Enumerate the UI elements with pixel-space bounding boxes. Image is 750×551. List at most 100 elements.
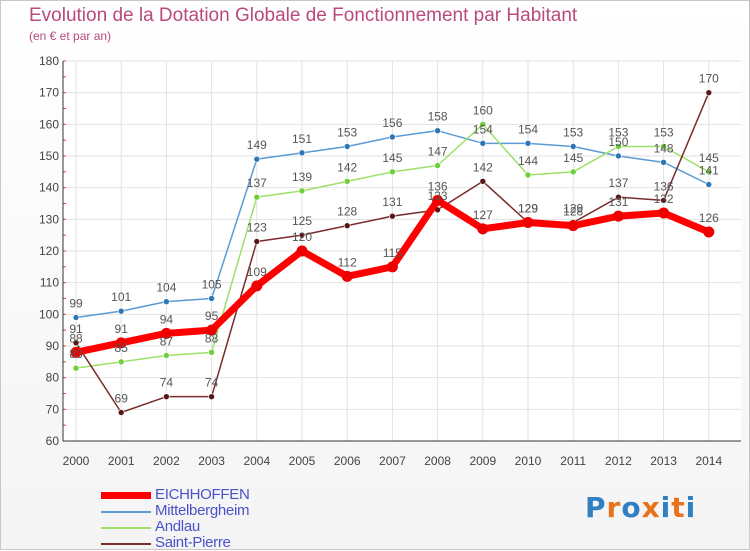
data-point [615, 143, 622, 150]
x-tick-label: 2006 [334, 454, 361, 468]
data-point [208, 295, 215, 302]
data-label: 139 [292, 170, 312, 184]
data-label: 136 [654, 179, 674, 193]
data-point [658, 207, 670, 219]
data-point [612, 210, 624, 222]
logo-letter: t [671, 491, 686, 524]
data-label: 128 [563, 205, 583, 219]
legend-swatch [101, 511, 151, 513]
data-label: 128 [337, 205, 357, 219]
data-point [477, 223, 489, 235]
data-label: 170 [699, 72, 719, 86]
x-tick-label: 2010 [515, 454, 542, 468]
data-label: 88 [69, 331, 83, 345]
data-label: 141 [699, 164, 719, 178]
data-label: 127 [473, 208, 493, 222]
logo-letter: i [685, 491, 697, 524]
data-point [479, 121, 487, 128]
legend-label: Saint-Pierre [155, 534, 231, 551]
data-point [296, 245, 308, 257]
data-label: 112 [338, 255, 357, 269]
y-tick-label: 60 [46, 434, 60, 448]
data-label: 151 [292, 132, 312, 146]
series-lines [70, 89, 715, 416]
data-point [163, 352, 170, 359]
data-point [72, 364, 80, 372]
data-point [72, 314, 80, 321]
y-tick-label: 80 [46, 371, 60, 385]
data-label: 153 [608, 126, 628, 140]
data-label: 154 [473, 122, 493, 136]
logo-letter: P [585, 491, 607, 524]
data-label: 154 [518, 122, 538, 136]
data-label: 133 [428, 189, 448, 203]
data-label: 142 [473, 160, 493, 174]
x-tick-label: 2012 [605, 454, 632, 468]
x-tick-label: 2008 [424, 454, 451, 468]
data-label: 144 [518, 154, 538, 168]
legend-swatch [101, 543, 151, 545]
data-point [524, 171, 532, 179]
data-label: 145 [563, 151, 583, 165]
data-label: 101 [111, 290, 131, 304]
data-point [389, 133, 396, 141]
x-tick-label: 2005 [289, 454, 316, 468]
data-label: 131 [382, 195, 402, 209]
x-tick-label: 2011 [560, 454, 586, 468]
data-label: 104 [156, 281, 176, 295]
data-label: 126 [699, 211, 719, 225]
data-label: 153 [654, 126, 674, 140]
y-tick-label: 110 [40, 276, 59, 290]
data-label: 74 [160, 376, 174, 390]
data-point [253, 238, 261, 245]
data-label: 125 [292, 214, 312, 228]
data-label: 148 [654, 141, 674, 155]
data-point [660, 197, 667, 204]
data-label: 147 [428, 145, 448, 159]
data-point [343, 222, 351, 229]
data-point [615, 152, 622, 160]
data-point [660, 159, 667, 166]
legend-label: EICHHOFFEN [155, 486, 250, 503]
y-tick-label: 160 [39, 117, 59, 131]
x-tick-label: 2014 [695, 454, 722, 468]
data-point [705, 168, 713, 176]
data-label: 123 [247, 221, 267, 235]
data-label: 129 [518, 202, 538, 216]
data-point [70, 346, 82, 358]
axes: 60 70 80 90 100 110 120 130 140 150 160 170 180 2000 2… [39, 54, 741, 468]
data-point [479, 178, 487, 185]
data-point [160, 327, 172, 339]
data-point [569, 168, 577, 176]
proxiti-logo: Proxiti [585, 491, 696, 524]
data-point [389, 212, 396, 220]
y-tick-label: 170 [39, 86, 59, 100]
data-point [298, 231, 306, 239]
data-point [569, 143, 577, 150]
data-point [72, 339, 80, 347]
data-label: 91 [115, 322, 129, 336]
data-point [432, 194, 444, 206]
data-label: 137 [247, 176, 267, 190]
y-tick-label: 150 [39, 149, 59, 163]
chart-subtitle: (en € et par an) [29, 29, 112, 43]
data-label: 145 [699, 151, 719, 165]
data-point [208, 349, 215, 356]
data-point [115, 337, 127, 349]
y-tick-label: 90 [46, 339, 60, 353]
data-label: 158 [428, 110, 448, 124]
y-tick-label: 70 [46, 402, 60, 416]
y-tick-label: 120 [39, 244, 59, 258]
logo-letter: r [606, 491, 622, 524]
data-point [389, 168, 396, 176]
data-point [386, 261, 398, 273]
data-point [615, 193, 622, 201]
legend-label: Mittelbergheim [155, 502, 250, 519]
data-label: 129 [518, 202, 538, 216]
data-point [163, 298, 170, 305]
legend-swatch [101, 492, 151, 499]
logo-letter: o [621, 491, 642, 524]
